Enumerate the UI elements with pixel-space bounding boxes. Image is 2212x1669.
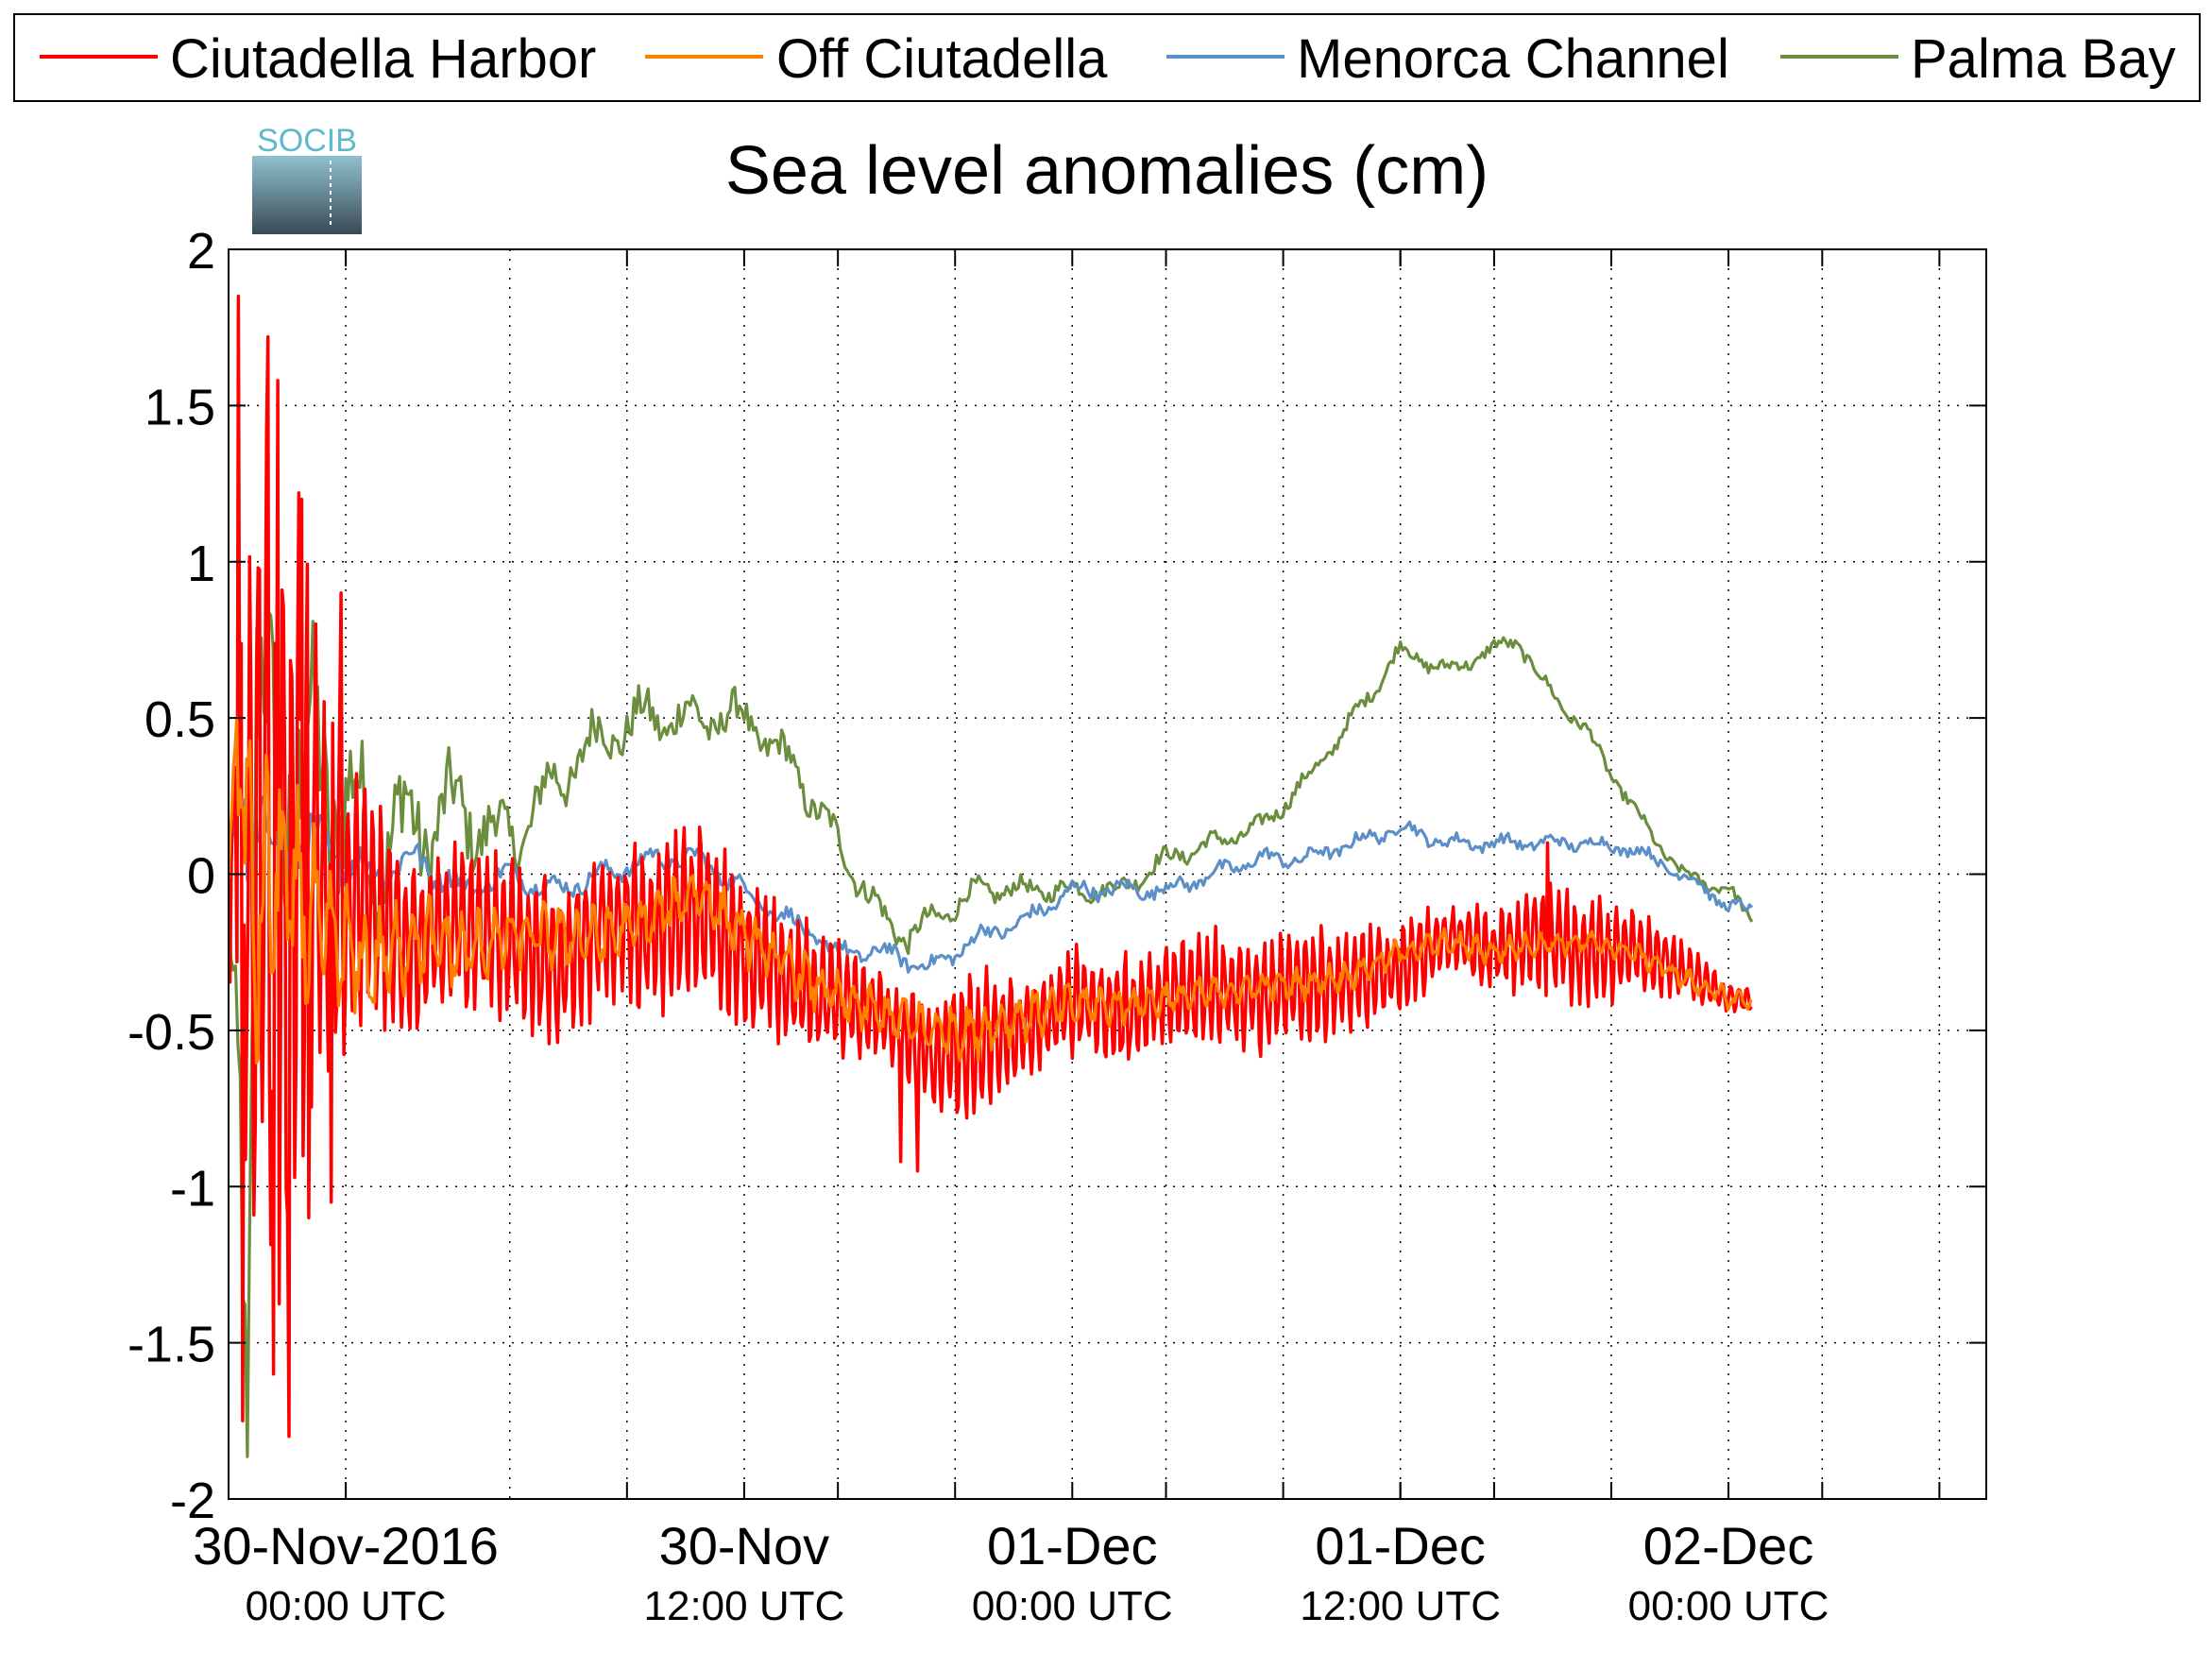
series-line-ciutadella-harbor (229, 294, 1753, 1439)
legend-label: Menorca Channel (1297, 28, 1729, 90)
x-tick-time: 12:00 UTC (644, 1583, 845, 1629)
y-tick-label: 2 (187, 223, 215, 280)
y-tick-label: -1 (170, 1160, 215, 1217)
x-tick-date: 01-Dec (987, 1516, 1158, 1575)
x-axis-labels: 30-Nov-2016 00:00 UTC 30-Nov 12:00 UTC 01-De… (193, 1516, 1829, 1629)
series-layer (229, 294, 1754, 1458)
legend-label: Off Ciutadella (776, 28, 1108, 90)
y-tick-label: 0 (187, 848, 215, 905)
y-tick-label: -2 (170, 1473, 215, 1529)
y-tick-label: 0.5 (145, 691, 215, 748)
x-tick-time: 12:00 UTC (1300, 1583, 1501, 1629)
legend-label: Ciutadella Harbor (170, 28, 596, 90)
socib-logo: SOCIB (252, 123, 362, 234)
legend-label: Palma Bay (1911, 28, 2175, 90)
x-tick-time: 00:00 UTC (1628, 1583, 1829, 1629)
logo-graphic (252, 156, 362, 234)
x-tick-date: 01-Dec (1315, 1516, 1486, 1575)
x-tick-date: 30-Nov-2016 (193, 1516, 499, 1575)
chart-title: Sea level anomalies (cm) (725, 133, 1489, 209)
x-tick-date: 02-Dec (1643, 1516, 1814, 1575)
logo-text: SOCIB (257, 123, 357, 159)
axis-ticks (229, 248, 1986, 1500)
x-tick-time: 00:00 UTC (246, 1583, 447, 1629)
y-tick-label: 1 (187, 536, 215, 592)
y-tick-label: 1.5 (145, 379, 215, 435)
y-axis-labels: 2 1.5 1 0.5 0 -0.5 -1 -1.5 -2 (128, 223, 215, 1529)
x-tick-date: 30-Nov (659, 1516, 830, 1575)
legend: Ciutadella Harbor Off Ciutadella Menorca C… (40, 28, 2175, 90)
series-line-palma-bay (229, 610, 1754, 1458)
series-line-menorca-channel (229, 751, 1754, 974)
y-tick-label: -0.5 (128, 1004, 215, 1061)
series-line-off-ciutadella (229, 716, 1753, 1064)
y-tick-label: -1.5 (128, 1317, 215, 1373)
x-tick-time: 00:00 UTC (972, 1583, 1173, 1629)
